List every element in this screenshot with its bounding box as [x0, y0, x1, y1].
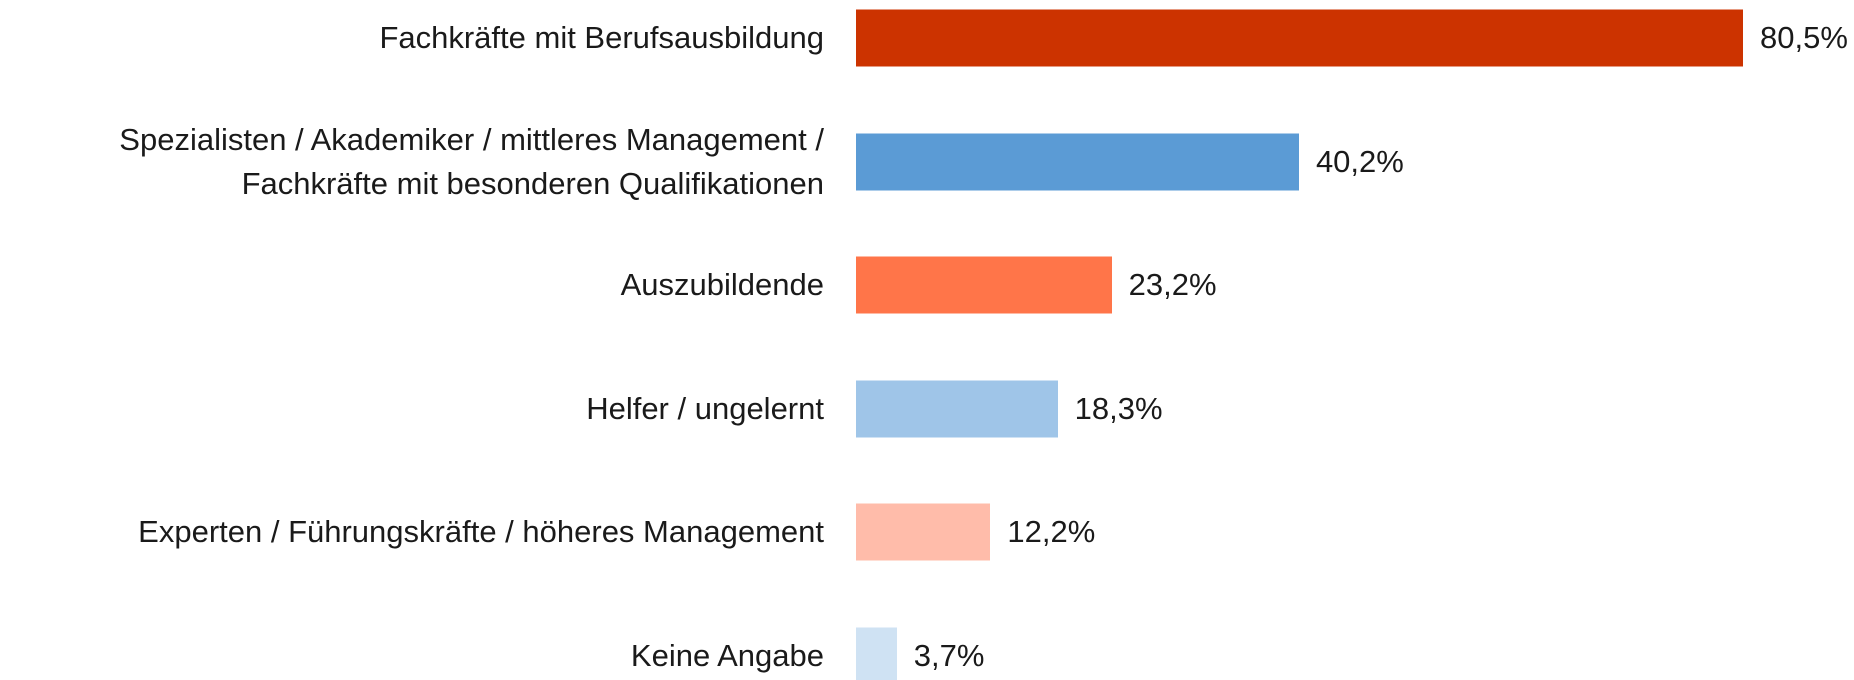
bar: [856, 380, 1058, 438]
category-label: Keine Angabe: [630, 638, 824, 673]
category-label: Helfer / ungelernt: [586, 390, 824, 426]
bar: [856, 627, 897, 680]
bar: [856, 503, 991, 561]
category-label: Spezialisten / Akademiker / mittleres Ma…: [119, 121, 824, 201]
value-label: 3,7%: [913, 638, 985, 673]
bar: [856, 133, 1299, 191]
category-label: Auszubildende: [620, 267, 824, 303]
value-label: 18,3%: [1074, 390, 1163, 426]
category-label: Experten / Führungskräfte / höheres Mana…: [138, 514, 824, 550]
value-label: 12,2%: [1007, 514, 1096, 550]
bar: [856, 256, 1112, 314]
bar: [856, 9, 1743, 67]
category-label: Fachkräfte mit Berufsausbildung: [379, 20, 824, 55]
value-label: 80,5%: [1760, 20, 1848, 55]
value-label: 40,2%: [1315, 143, 1404, 179]
value-label: 23,2%: [1128, 267, 1217, 303]
